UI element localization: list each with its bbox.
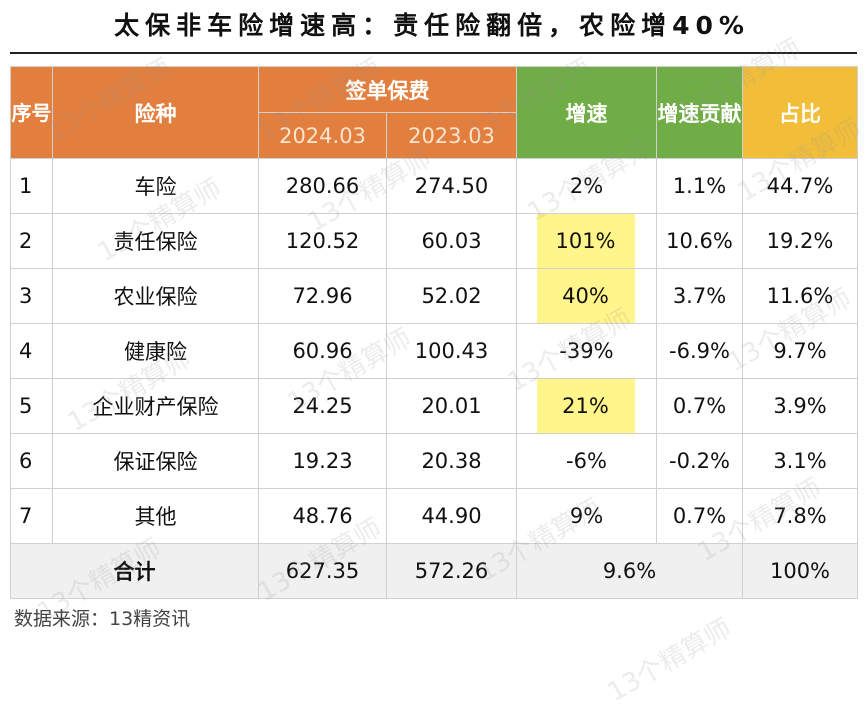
cell-share: 9.7%	[742, 323, 858, 379]
cell-y2024: 280.66	[258, 158, 387, 214]
header-premium: 签单保费	[258, 66, 517, 113]
cell-contribution: 0.7%	[656, 378, 743, 434]
cell-y2024: 19.23	[258, 433, 387, 489]
cell-growth: 101%	[516, 213, 657, 269]
total-share: 100%	[742, 543, 858, 599]
cell-share: 3.9%	[742, 378, 858, 434]
cell-y2023: 52.02	[386, 268, 517, 324]
cell-growth: 9%	[516, 488, 657, 544]
cell-y2024: 48.76	[258, 488, 387, 544]
cell-contribution: 10.6%	[656, 213, 743, 269]
table-row: 4 健康险 60.96 100.43 -39% -6.9% 9.7%	[10, 323, 858, 379]
total-2024: 627.35	[258, 543, 387, 599]
cell-y2023: 20.38	[386, 433, 517, 489]
source-note: 数据来源：13精资讯	[14, 608, 191, 630]
cell-growth: 2%	[516, 158, 657, 214]
cell-type: 健康险	[52, 323, 259, 379]
cell-y2023: 274.50	[386, 158, 517, 214]
cell-growth: 21%	[516, 378, 657, 434]
cell-index: 2	[10, 213, 53, 269]
table-row: 2 责任保险 120.52 60.03 101% 10.6% 19.2%	[10, 213, 858, 269]
growth-highlight: 21%	[536, 379, 635, 433]
header-contribution: 增速贡献	[656, 66, 743, 159]
cell-share: 3.1%	[742, 433, 858, 489]
cell-type: 其他	[52, 488, 259, 544]
cell-type: 责任保险	[52, 213, 259, 269]
cell-share: 44.7%	[742, 158, 858, 214]
cell-type: 企业财产保险	[52, 378, 259, 434]
table-row: 6 保证保险 19.23 20.38 -6% -0.2% 3.1%	[10, 433, 858, 489]
cell-growth: -39%	[516, 323, 657, 379]
cell-share: 19.2%	[742, 213, 858, 269]
cell-y2024: 120.52	[258, 213, 387, 269]
growth-highlight: 40%	[536, 269, 635, 323]
growth-highlight: 101%	[536, 214, 635, 268]
cell-growth: 40%	[516, 268, 657, 324]
watermark: 13个精算师	[602, 613, 737, 708]
cell-index: 4	[10, 323, 53, 379]
header-2024: 2024.03	[258, 112, 387, 159]
header-type: 险种	[52, 66, 259, 159]
cell-y2024: 60.96	[258, 323, 387, 379]
cell-contribution: 0.7%	[656, 488, 743, 544]
cell-index: 5	[10, 378, 53, 434]
title-divider	[10, 52, 857, 54]
cell-type: 农业保险	[52, 268, 259, 324]
cell-growth: -6%	[516, 433, 657, 489]
cell-y2023: 60.03	[386, 213, 517, 269]
cell-index: 6	[10, 433, 53, 489]
cell-contribution: -6.9%	[656, 323, 743, 379]
table-row: 1 车险 280.66 274.50 2% 1.1% 44.7%	[10, 158, 858, 214]
cell-index: 7	[10, 488, 53, 544]
header-index: 序号	[10, 66, 53, 159]
total-2023: 572.26	[386, 543, 517, 599]
total-growth: 9.6%	[516, 543, 743, 599]
header-growth: 增速	[516, 66, 657, 159]
cell-y2024: 72.96	[258, 268, 387, 324]
page-title: 太保非车险增速高：责任险翻倍，农险增40%	[114, 11, 750, 40]
cell-contribution: 1.1%	[656, 158, 743, 214]
table-row: 7 其他 48.76 44.90 9% 0.7% 7.8%	[10, 488, 858, 544]
cell-share: 7.8%	[742, 488, 858, 544]
cell-index: 1	[10, 158, 53, 214]
cell-y2023: 44.90	[386, 488, 517, 544]
cell-y2023: 20.01	[386, 378, 517, 434]
total-label: 合计	[10, 543, 259, 599]
cell-type: 保证保险	[52, 433, 259, 489]
cell-contribution: 3.7%	[656, 268, 743, 324]
cell-contribution: -0.2%	[656, 433, 743, 489]
cell-y2023: 100.43	[386, 323, 517, 379]
cell-index: 3	[10, 268, 53, 324]
cell-y2024: 24.25	[258, 378, 387, 434]
header-share: 占比	[742, 66, 858, 159]
cell-type: 车险	[52, 158, 259, 214]
table-row: 3 农业保险 72.96 52.02 40% 3.7% 11.6%	[10, 268, 858, 324]
total-row: 合计 627.35 572.26 9.6% 100%	[10, 543, 858, 599]
table-row: 5 企业财产保险 24.25 20.01 21% 0.7% 3.9%	[10, 378, 858, 434]
cell-share: 11.6%	[742, 268, 858, 324]
header-2023: 2023.03	[386, 112, 517, 159]
